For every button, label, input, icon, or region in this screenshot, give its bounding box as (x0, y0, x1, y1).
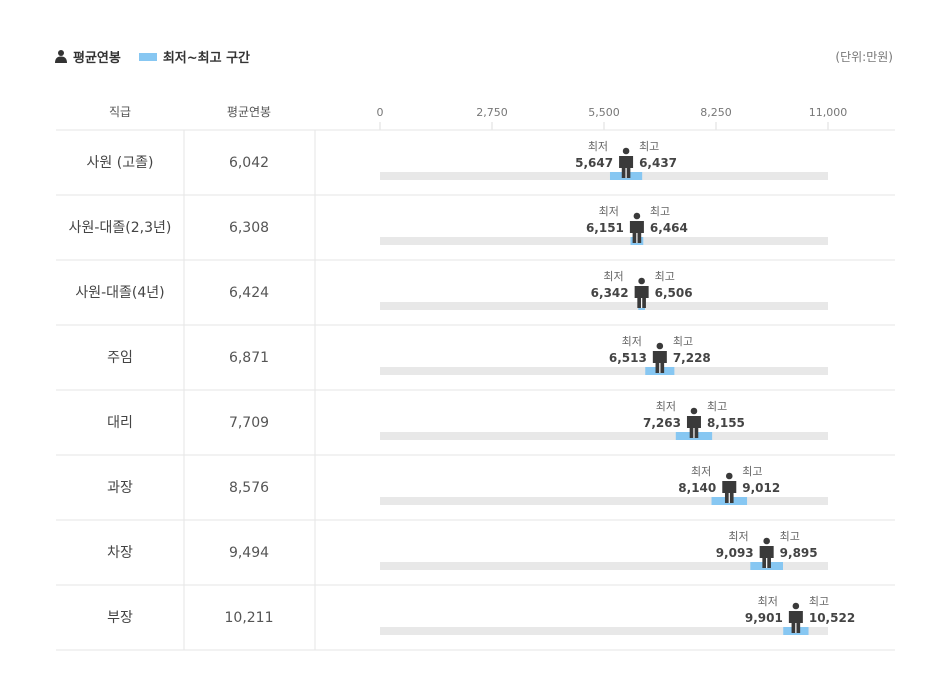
max-value-label: 8,155 (707, 416, 745, 430)
min-value-label: 9,093 (716, 546, 754, 560)
person-icon (634, 277, 649, 308)
row-avg-value: 6,042 (229, 155, 269, 171)
min-value-label: 7,263 (643, 416, 681, 430)
chart-row: 대리 7,709 최저 7,263 최고 8,155 (107, 400, 828, 440)
range-track (380, 497, 828, 505)
range-track (380, 432, 828, 440)
header-position: 직급 (109, 105, 131, 119)
min-value-label: 6,151 (586, 221, 624, 235)
row-label: 과장 (107, 480, 133, 496)
min-caption: 최저 (603, 270, 623, 283)
min-caption: 최저 (656, 400, 676, 413)
min-value-label: 5,647 (575, 156, 613, 170)
table-grid (56, 129, 895, 651)
max-caption: 최고 (673, 335, 693, 348)
x-tick-label: 5,500 (588, 106, 620, 119)
row-avg-value: 6,871 (229, 350, 269, 366)
row-label: 사원-대졸(2,3년) (69, 220, 172, 236)
x-tick-label: 0 (377, 106, 384, 119)
range-track (380, 302, 828, 310)
x-tick-label: 2,750 (476, 106, 508, 119)
min-caption: 최저 (758, 595, 778, 608)
person-icon (652, 342, 667, 373)
row-label: 사원-대졸(4년) (75, 285, 164, 301)
chart-legend: 평균연봉 최저~최고 구간 (55, 47, 268, 66)
chart-row: 차장 9,494 최저 9,093 최고 9,895 (107, 530, 828, 570)
range-track (380, 367, 828, 375)
min-caption: 최저 (622, 335, 642, 348)
max-caption: 최고 (780, 530, 800, 543)
max-value-label: 7,228 (673, 351, 711, 365)
row-avg-value: 9,494 (229, 545, 269, 561)
person-icon (629, 212, 644, 243)
header-avg: 평균연봉 (227, 105, 271, 119)
x-axis-ticks: 0 2,750 5,500 8,250 11,000 (377, 106, 848, 130)
range-track (380, 562, 828, 570)
x-tick-label: 8,250 (700, 106, 732, 119)
x-tick-label: 11,000 (809, 106, 848, 119)
row-avg-value: 6,424 (229, 285, 269, 301)
min-value-label: 6,342 (591, 286, 629, 300)
max-caption: 최고 (639, 140, 659, 153)
row-label: 사원 (고졸) (87, 155, 154, 171)
max-caption: 최고 (742, 465, 762, 478)
max-caption: 최고 (650, 205, 670, 218)
min-value-label: 6,513 (609, 351, 647, 365)
chart-row: 부장 10,211 최저 9,901 최고 10,522 (107, 595, 855, 635)
person-icon (722, 472, 737, 503)
row-avg-value: 7,709 (229, 415, 269, 431)
range-swatch (138, 52, 157, 61)
person-icon (619, 147, 634, 178)
row-label: 부장 (107, 610, 133, 626)
legend-range-label: 최저~최고 구간 (162, 51, 251, 66)
row-label: 대리 (107, 415, 133, 431)
row-avg-value: 8,576 (229, 480, 269, 496)
range-track (380, 172, 828, 180)
legend-range: 최저~최고 구간 (138, 47, 251, 66)
min-value-label: 8,140 (678, 481, 716, 495)
max-value-label: 9,012 (742, 481, 780, 495)
chart-row: 과장 8,576 최저 8,140 최고 9,012 (107, 465, 828, 505)
max-value-label: 10,522 (809, 611, 855, 625)
chart-row: 사원-대졸(4년) 6,424 최저 6,342 최고 6,506 (75, 270, 828, 310)
chart-row: 사원-대졸(2,3년) 6,308 최저 6,151 최고 6,464 (69, 205, 828, 245)
min-caption: 최저 (728, 530, 748, 543)
person-icon (759, 537, 774, 568)
max-caption: 최고 (707, 400, 727, 413)
person-icon (788, 602, 803, 633)
chart-row: 사원 (고졸) 6,042 최저 5,647 최고 6,437 (87, 140, 828, 180)
chart-rows: 사원 (고졸) 6,042 최저 5,647 최고 6,437 사원-대졸(2,3년) 6,3… (69, 140, 855, 635)
min-caption: 최저 (691, 465, 711, 478)
max-caption: 최고 (655, 270, 675, 283)
legend-avg-label: 평균연봉 (73, 51, 121, 66)
legend-avg: 평균연봉 (55, 47, 121, 66)
row-avg-value: 10,211 (225, 610, 274, 626)
chart-row: 주임 6,871 최저 6,513 최고 7,228 (107, 335, 828, 375)
person-icon (686, 407, 701, 438)
range-track (380, 627, 828, 635)
row-label: 주임 (107, 350, 133, 366)
row-avg-value: 6,308 (229, 220, 269, 236)
min-caption: 최저 (599, 205, 619, 218)
max-value-label: 6,506 (655, 286, 693, 300)
max-caption: 최고 (809, 595, 829, 608)
max-value-label: 6,437 (639, 156, 677, 170)
max-value-label: 9,895 (780, 546, 818, 560)
person-icon (55, 50, 67, 63)
min-caption: 최저 (588, 140, 608, 153)
max-value-label: 6,464 (650, 221, 688, 235)
range-track (380, 237, 828, 245)
unit-label: (단위:만원) (835, 50, 893, 64)
min-value-label: 9,901 (745, 611, 783, 625)
row-label: 차장 (107, 545, 133, 561)
